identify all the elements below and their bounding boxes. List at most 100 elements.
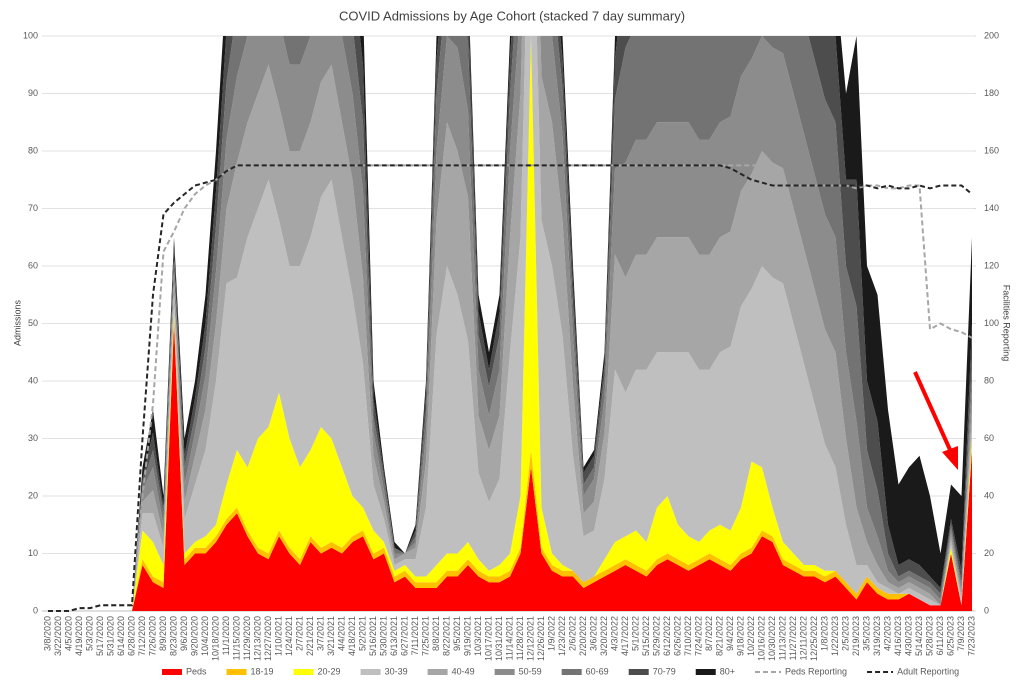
x-tick-label: 7/24/2022 <box>693 616 703 656</box>
legend-label: 80+ <box>720 666 735 676</box>
y-tick-label: 100 <box>23 30 38 40</box>
y2-tick-label: 40 <box>984 490 994 500</box>
legend-label: 30-39 <box>385 666 408 676</box>
legend-label: 18-19 <box>251 666 274 676</box>
legend-item: 40-49 <box>427 666 475 676</box>
x-tick-label: 11/29/2020 <box>242 616 252 660</box>
legend-item: Adult Reporting <box>867 666 959 676</box>
legend-item: 50-59 <box>494 666 542 676</box>
x-tick-label: 6/12/2022 <box>662 616 672 656</box>
y-axis-title: Admissions <box>12 299 22 346</box>
x-tick-label: 7/9/2023 <box>956 616 966 651</box>
y-tick-label: 90 <box>28 88 38 98</box>
x-tick-label: 12/26/2021 <box>536 616 546 661</box>
y-tick-label: 80 <box>28 145 38 155</box>
x-tick-label: 12/11/2022 <box>798 616 808 660</box>
x-tick-label: 8/21/2022 <box>714 616 724 656</box>
y2-tick-label: 100 <box>984 318 999 328</box>
legend-label: 50-59 <box>519 666 542 676</box>
reporting-line <box>48 164 973 612</box>
y-tick-label: 50 <box>28 318 38 328</box>
legend-label: 60-69 <box>586 666 609 676</box>
x-tick-label: 4/16/2023 <box>893 616 903 656</box>
y2-tick-label: 0 <box>984 605 989 615</box>
x-tick-label: 2/7/2021 <box>294 616 304 651</box>
x-tick-label: 5/14/2023 <box>914 616 924 656</box>
y-tick-label: 20 <box>28 490 38 500</box>
x-tick-label: 9/5/2021 <box>452 616 462 651</box>
x-tick-label: 6/28/2020 <box>126 616 136 656</box>
x-tick-label: 12/25/2022 <box>809 616 819 661</box>
area-segment <box>48 36 972 611</box>
x-tick-label: 5/31/2020 <box>105 616 115 656</box>
x-tick-label: 4/3/2022 <box>609 616 619 651</box>
legend-item: 80+ <box>695 666 735 676</box>
legend-label: Peds <box>186 666 207 676</box>
legend-swatch <box>494 669 515 675</box>
x-tick-label: 12/27/2020 <box>263 616 273 661</box>
x-tick-label: 6/13/2021 <box>389 616 399 656</box>
x-tick-label: 4/19/2020 <box>74 616 84 656</box>
legend-item: 60-69 <box>561 666 609 676</box>
legend-swatch <box>695 669 716 675</box>
x-tick-label: 8/8/2021 <box>431 616 441 651</box>
legend-label: 70-79 <box>653 666 676 676</box>
x-tick-label: 10/30/2022 <box>767 616 777 661</box>
legend-swatch <box>293 669 314 675</box>
y-tick-label: 70 <box>28 203 38 213</box>
annotation-arrow <box>913 371 958 470</box>
x-tick-label: 9/18/2022 <box>735 616 745 656</box>
x-tick-label: 3/19/2023 <box>872 616 882 656</box>
x-tick-label: 5/30/2021 <box>378 616 388 656</box>
y2-tick-label: 180 <box>984 88 999 98</box>
x-tick-label: 6/14/2020 <box>116 616 126 656</box>
x-tick-label: 8/7/2022 <box>704 616 714 651</box>
x-tick-label: 3/6/2022 <box>588 616 598 651</box>
x-tick-label: 10/31/2021 <box>494 616 504 661</box>
x-tick-label: 9/20/2020 <box>189 616 199 656</box>
y-tick-label: 40 <box>28 375 38 385</box>
y-tick-label: 60 <box>28 260 38 270</box>
x-tick-label: 7/23/2023 <box>966 616 976 656</box>
area-segment <box>48 36 972 611</box>
y2-tick-label: 160 <box>984 145 999 155</box>
x-tick-label: 7/26/2020 <box>147 616 157 656</box>
y-tick-label: 0 <box>33 605 38 615</box>
x-tick-label: 1/9/2022 <box>546 616 556 651</box>
x-tick-label: 3/20/2022 <box>599 616 609 656</box>
legend-label: 20-29 <box>318 666 341 676</box>
y2-tick-label: 200 <box>984 30 999 40</box>
x-tick-label: 2/5/2023 <box>840 616 850 651</box>
legend-swatch <box>226 669 247 675</box>
x-tick-label: 4/4/2021 <box>336 616 346 651</box>
y2-tick-label: 140 <box>984 203 999 213</box>
x-tick-label: 11/15/2020 <box>231 616 241 660</box>
x-tick-label: 11/1/2020 <box>221 616 231 655</box>
x-tick-label: 2/19/2023 <box>851 616 861 656</box>
x-tick-label: 9/19/2021 <box>462 616 472 656</box>
labels: 0 10 20 30 40 50 60 70 80 90 100 0 20 40 60 80 100 120 140… <box>23 30 999 661</box>
area-segment <box>48 36 972 611</box>
legend-item: 70-79 <box>628 666 676 676</box>
x-tick-label: 8/23/2020 <box>168 616 178 656</box>
legend-item: Peds Reporting <box>755 666 847 676</box>
x-tick-label: 10/2/2022 <box>746 616 756 656</box>
x-tick-label: 1/22/2023 <box>830 616 840 656</box>
legend-label: 40-49 <box>452 666 475 676</box>
x-tick-label: 3/21/2021 <box>326 616 336 656</box>
arrow-head <box>942 446 958 470</box>
x-tick-label: 1/10/2021 <box>273 616 283 656</box>
area-segment <box>48 36 972 611</box>
x-tick-label: 11/27/2022 <box>788 616 798 660</box>
x-tick-label: 4/5/2020 <box>63 616 73 651</box>
x-tick-label: 4/2/2023 <box>882 616 892 651</box>
lines <box>48 164 973 612</box>
x-tick-label: 7/10/2022 <box>683 616 693 656</box>
x-tick-label: 7/25/2021 <box>420 616 430 656</box>
x-tick-label: 6/26/2022 <box>672 616 682 656</box>
x-tick-label: 8/9/2020 <box>158 616 168 651</box>
x-tick-label: 7/11/2021 <box>410 616 420 655</box>
x-tick-label: 12/13/2020 <box>252 616 262 661</box>
x-tick-label: 5/29/2022 <box>651 616 661 656</box>
